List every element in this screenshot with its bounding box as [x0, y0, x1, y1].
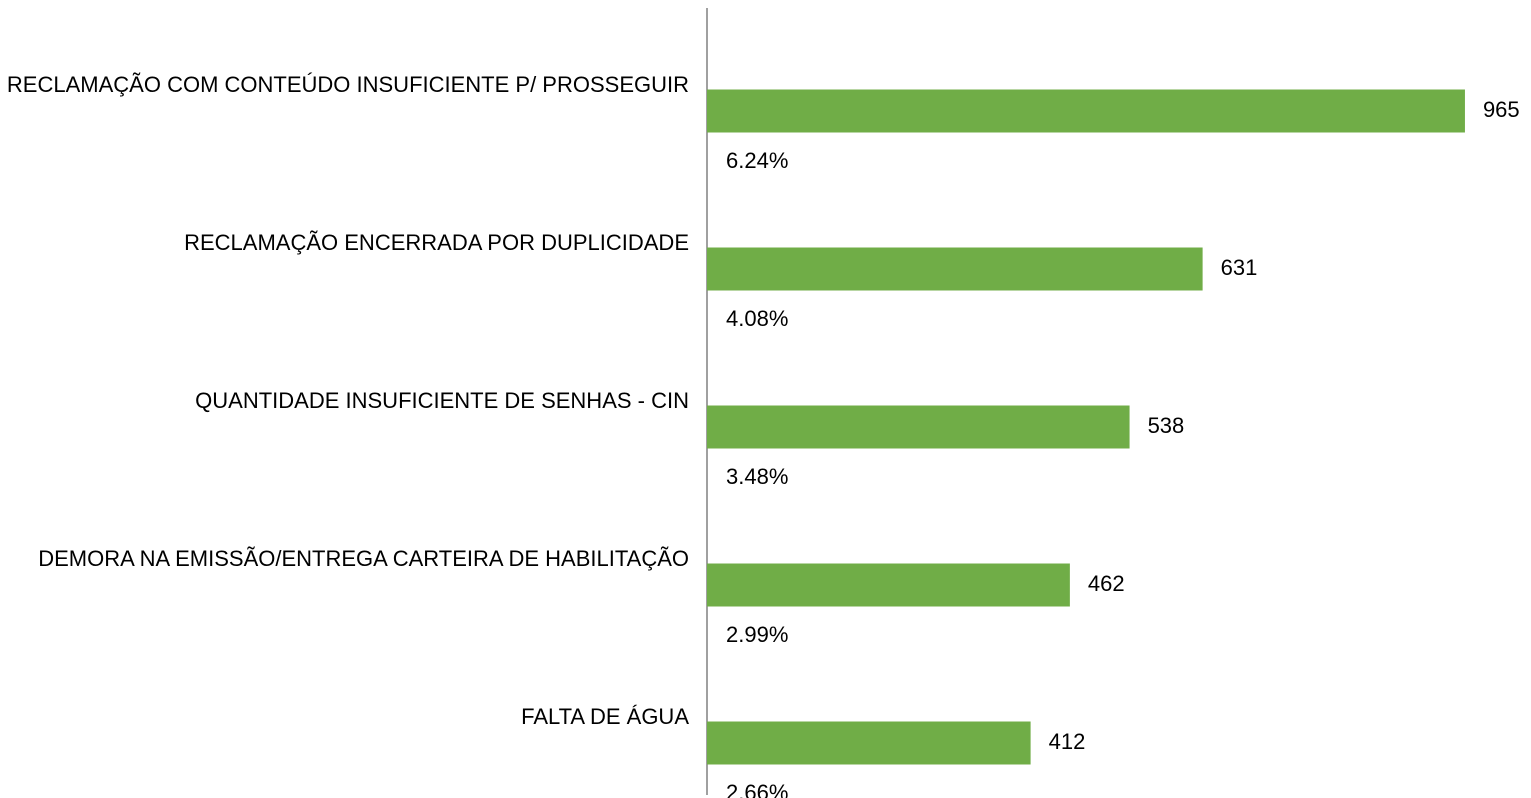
value-label: 965 [1483, 97, 1520, 122]
share-label: 2.99% [726, 622, 788, 647]
share-label: 2.66% [726, 780, 788, 798]
category-label: FALTA DE ÁGUA [521, 704, 689, 729]
category-label: DEMORA NA EMISSÃO/ENTREGA CARTEIRA DE HA… [38, 546, 689, 571]
share-label: 3.48% [726, 464, 788, 489]
category-label: RECLAMAÇÃO ENCERRADA POR DUPLICIDADE [184, 230, 689, 255]
bar [707, 721, 1031, 765]
category-label: RECLAMAÇÃO COM CONTEÚDO INSUFICIENTE P/ … [7, 72, 689, 97]
bar [707, 247, 1203, 291]
share-label: 6.24% [726, 148, 788, 173]
share-label: 4.08% [726, 306, 788, 331]
category-label: QUANTIDADE INSUFICIENTE DE SENHAS - CIN [195, 388, 689, 413]
value-label: 412 [1049, 729, 1086, 754]
bar [707, 89, 1465, 133]
bar [707, 563, 1070, 607]
value-label: 462 [1088, 571, 1125, 596]
bar [707, 405, 1130, 449]
value-label: 631 [1221, 255, 1258, 280]
value-label: 538 [1148, 413, 1185, 438]
